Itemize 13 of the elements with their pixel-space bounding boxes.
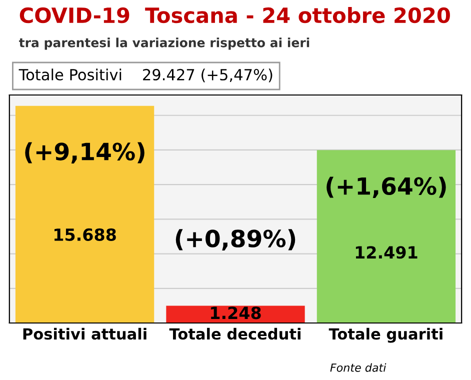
annotation: (+1,64%) bbox=[326, 176, 446, 198]
data-label: 1.248 bbox=[211, 306, 261, 320]
x-tick-label: Totale deceduti bbox=[169, 328, 300, 340]
chart-title: COVID-19 Toscana - 24 ottobre 2020 bbox=[20, 7, 450, 24]
data-label: 15.688 bbox=[54, 228, 116, 241]
x-tick-label: Positivi attuali bbox=[23, 328, 146, 340]
text: Totale Positivi 29.427 (+5,47%) bbox=[18, 68, 272, 82]
data-label: 12.491 bbox=[356, 246, 418, 259]
annotation: (+0,89%) bbox=[176, 229, 296, 250]
chart-subtitle: tra parentesi la variazione rispetto ai ieri bbox=[19, 38, 310, 50]
x-tick-label: Totale guariti bbox=[328, 328, 442, 343]
source-note: Fonte dati bbox=[330, 363, 386, 372]
annotation: (+9,14%) bbox=[25, 142, 144, 164]
